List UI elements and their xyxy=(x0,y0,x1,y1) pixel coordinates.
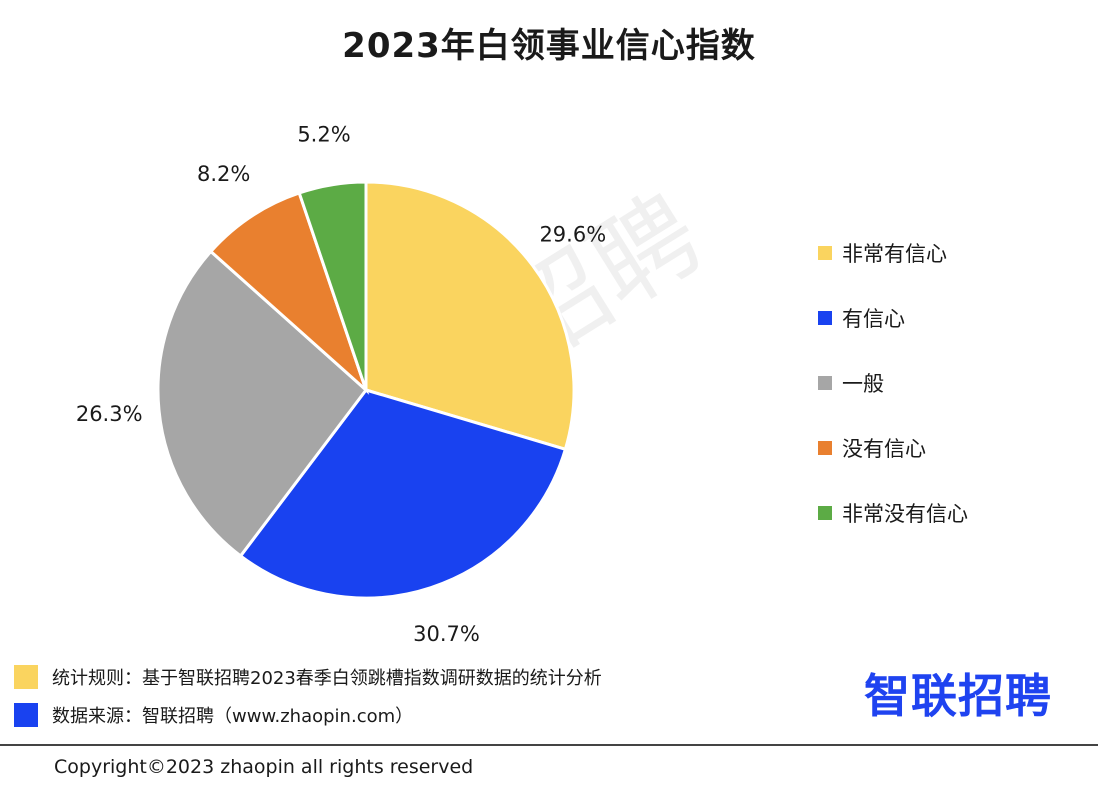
pie-slice-4 xyxy=(208,191,370,395)
pie-slice-5 xyxy=(297,180,368,391)
footnote-statistics-rule: 统计规则：基于智联招聘2023春季白领跳槽指数调研数据的统计分析 xyxy=(14,664,602,690)
legend-item-neutral: 一般 xyxy=(818,366,968,400)
footnote-swatch xyxy=(14,703,38,727)
legend-swatch xyxy=(818,441,832,455)
data-label-1: 29.6% xyxy=(539,223,606,247)
pie-slice-3 xyxy=(156,249,369,559)
footnote-data-source: 数据来源：智联招聘（www.zhaopin.com） xyxy=(14,702,413,728)
legend-swatch xyxy=(818,246,832,260)
brand-logo: 智联招聘 xyxy=(864,669,1052,723)
copyright-text: Copyright©2023 zhaopin all rights reserv… xyxy=(54,756,474,778)
data-label-4: 8.2% xyxy=(197,162,250,186)
footnote-swatch xyxy=(14,665,38,689)
legend-item-very-confident: 非常有信心 xyxy=(818,236,968,270)
legend-label: 有信心 xyxy=(842,307,905,331)
legend-label: 一般 xyxy=(842,372,884,396)
chart-title: 2023年白领事业信心指数 xyxy=(342,26,756,66)
legend-item-very-not-confident: 非常没有信心 xyxy=(818,496,968,530)
footnote-text: 数据来源：智联招聘（www.zhaopin.com） xyxy=(52,706,414,727)
legend-swatch xyxy=(818,311,832,325)
pie-slice-2 xyxy=(238,388,568,600)
data-label-3: 26.3% xyxy=(76,402,143,426)
divider xyxy=(0,744,1098,746)
legend-item-confident: 有信心 xyxy=(818,301,968,335)
data-label-2: 30.7% xyxy=(413,622,480,646)
footnote-text: 统计规则：基于智联招聘2023春季白领跳槽指数调研数据的统计分析 xyxy=(52,668,602,689)
legend-swatch xyxy=(818,376,832,390)
pie-slice-1 xyxy=(364,180,576,452)
legend: 非常有信心 有信心 一般 没有信心 非常没有信心 xyxy=(818,236,968,561)
legend-label: 非常有信心 xyxy=(842,242,947,266)
legend-swatch xyxy=(818,506,832,520)
legend-label: 非常没有信心 xyxy=(842,502,968,526)
legend-label: 没有信心 xyxy=(842,437,926,461)
data-label-5: 5.2% xyxy=(297,122,350,146)
legend-item-not-confident: 没有信心 xyxy=(818,431,968,465)
